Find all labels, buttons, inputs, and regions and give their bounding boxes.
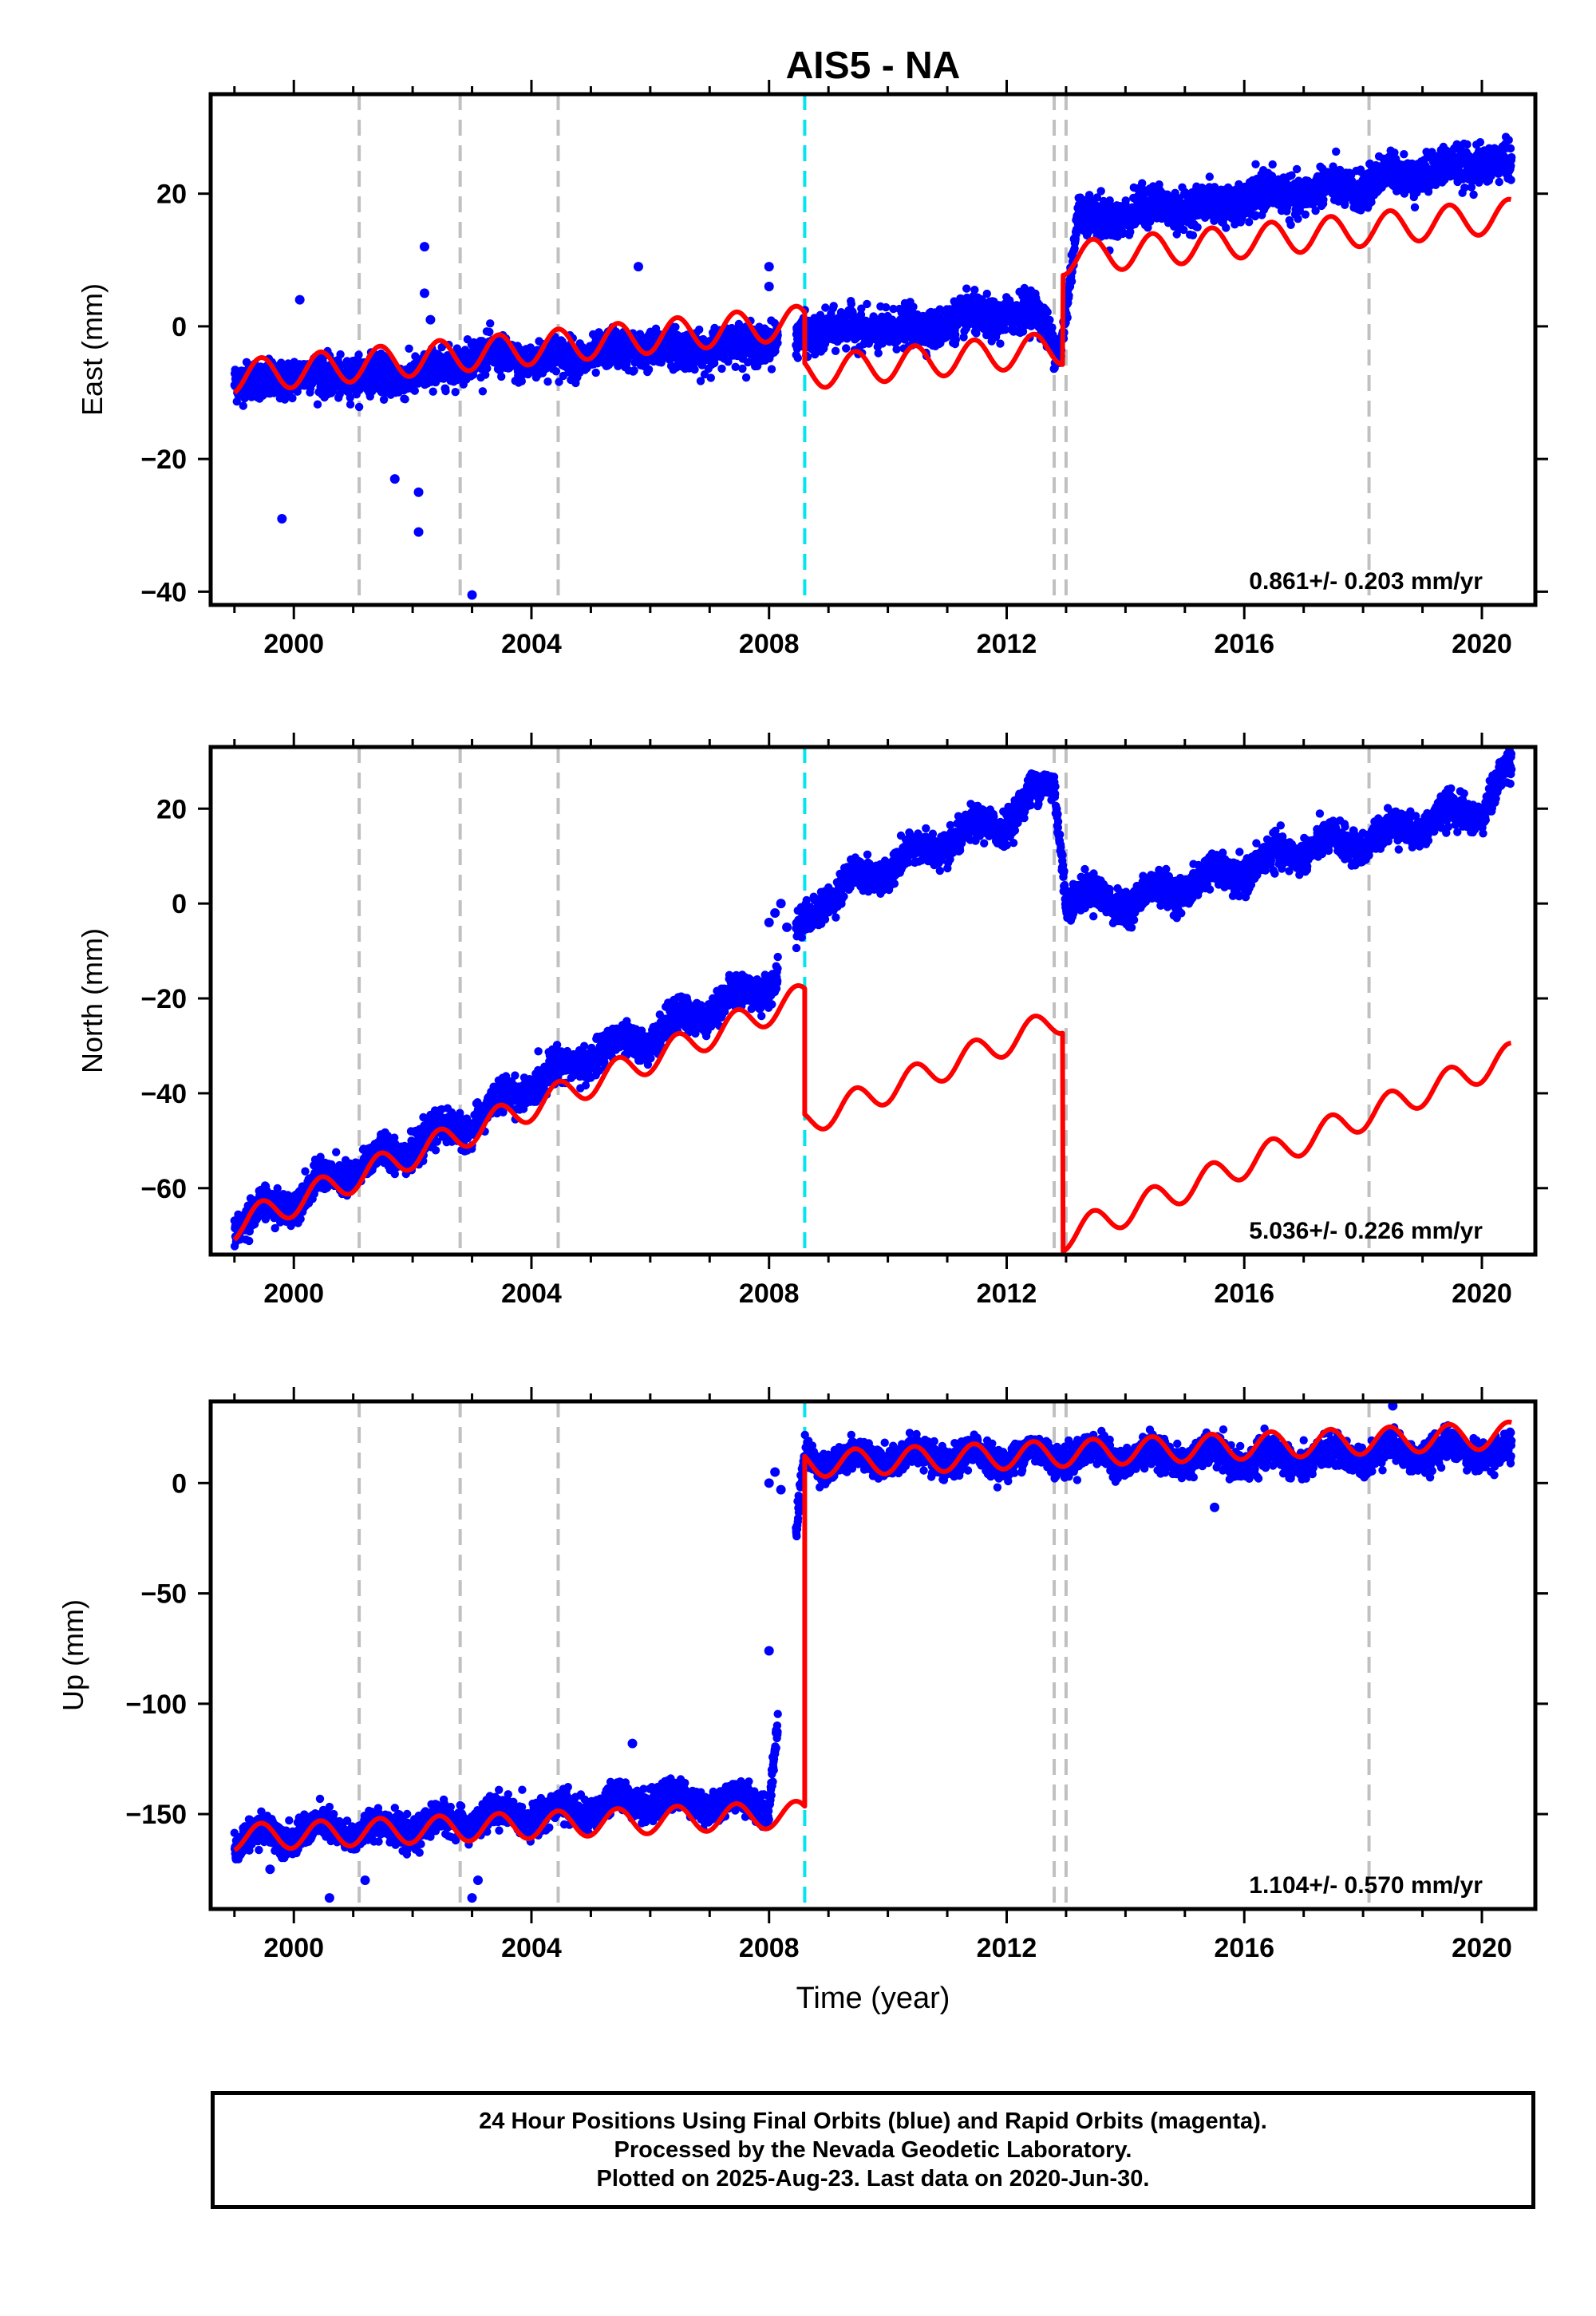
daily-position-point bbox=[863, 299, 871, 309]
daily-position-point bbox=[517, 377, 526, 385]
daily-position-point bbox=[483, 364, 492, 373]
daily-position-point bbox=[1294, 215, 1302, 223]
daily-position-point bbox=[429, 387, 437, 396]
daily-position-point bbox=[882, 302, 891, 312]
daily-positions bbox=[230, 132, 1516, 600]
daily-position-point bbox=[970, 286, 979, 294]
daily-position-point bbox=[1222, 223, 1231, 232]
daily-position-point bbox=[1067, 277, 1077, 286]
daily-position-point bbox=[485, 327, 494, 337]
daily-position-point bbox=[1410, 203, 1420, 211]
daily-position-point bbox=[909, 302, 918, 311]
daily-position-point bbox=[773, 338, 782, 347]
daily-position-point bbox=[847, 299, 856, 308]
daily-position-point bbox=[962, 284, 971, 293]
daily-position-point bbox=[831, 346, 840, 355]
daily-position-point bbox=[313, 400, 322, 409]
daily-position-point bbox=[1286, 220, 1295, 229]
daily-position-point bbox=[690, 365, 699, 374]
daily-position-point bbox=[486, 319, 495, 328]
daily-position-point bbox=[892, 345, 901, 354]
chart-title: AIS5 - NA bbox=[786, 45, 961, 87]
daily-position-point bbox=[1332, 147, 1341, 156]
daily-position-point bbox=[1400, 150, 1408, 159]
daily-position-point bbox=[1292, 164, 1302, 174]
daily-position-point bbox=[717, 364, 726, 373]
daily-position-point bbox=[874, 349, 883, 358]
daily-position-point bbox=[401, 395, 409, 404]
daily-position-point bbox=[354, 350, 363, 359]
daily-position-point bbox=[1045, 315, 1054, 325]
daily-position-point bbox=[829, 302, 838, 310]
daily-position-point bbox=[551, 367, 561, 376]
plot-area bbox=[230, 94, 1516, 605]
daily-position-point bbox=[410, 386, 419, 395]
daily-position-point bbox=[1188, 231, 1198, 239]
daily-position-point bbox=[1205, 172, 1215, 181]
daily-position-point bbox=[1193, 223, 1202, 231]
daily-position-point bbox=[738, 364, 747, 373]
daily-position-point bbox=[630, 366, 638, 375]
daily-position-point bbox=[1065, 291, 1073, 300]
daily-position-point bbox=[710, 358, 719, 368]
daily-position-point bbox=[635, 330, 645, 338]
daily-position-point bbox=[1268, 160, 1277, 169]
daily-position-point bbox=[441, 386, 450, 396]
daily-position-point bbox=[1301, 210, 1310, 219]
daily-position-point bbox=[671, 322, 680, 331]
daily-position-point bbox=[695, 325, 704, 334]
daily-position-point bbox=[405, 344, 413, 353]
daily-position-point bbox=[481, 370, 490, 379]
daily-position-point bbox=[335, 389, 344, 399]
daily-position-point bbox=[239, 401, 247, 410]
daily-position-point bbox=[706, 373, 715, 382]
daily-position-point bbox=[793, 354, 802, 362]
daily-position-point bbox=[982, 289, 992, 298]
daily-position-point bbox=[741, 373, 751, 382]
daily-position-point bbox=[724, 358, 733, 366]
daily-position-point bbox=[644, 365, 654, 374]
daily-position-point bbox=[437, 342, 446, 352]
daily-position-point bbox=[451, 388, 460, 397]
daily-position-point bbox=[354, 402, 364, 412]
daily-position-point bbox=[1043, 307, 1052, 317]
daily-position-point bbox=[543, 377, 552, 386]
daily-position-point bbox=[1096, 187, 1105, 196]
daily-position-point bbox=[767, 365, 776, 373]
daily-position-point bbox=[288, 393, 297, 403]
daily-position-point bbox=[1121, 196, 1130, 205]
daily-position-point bbox=[379, 395, 389, 404]
daily-position-point bbox=[1251, 160, 1260, 168]
daily-position-point bbox=[1048, 323, 1057, 332]
daily-position-point bbox=[1319, 196, 1328, 204]
daily-position-point bbox=[696, 377, 705, 385]
daily-position-point bbox=[1245, 218, 1254, 227]
daily-position-point bbox=[951, 335, 961, 344]
daily-position-point bbox=[996, 339, 1005, 348]
daily-position-point bbox=[555, 377, 563, 386]
daily-position-point bbox=[478, 387, 488, 396]
daily-position-point bbox=[336, 350, 345, 359]
daily-position-point bbox=[591, 368, 600, 377]
daily-position-point bbox=[821, 303, 830, 312]
daily-position-point bbox=[842, 344, 851, 353]
daily-position-point bbox=[346, 393, 354, 402]
daily-position-point bbox=[346, 400, 355, 409]
daily-position-point bbox=[497, 372, 506, 381]
daily-position-point bbox=[277, 358, 286, 367]
daily-position-point bbox=[731, 362, 740, 371]
